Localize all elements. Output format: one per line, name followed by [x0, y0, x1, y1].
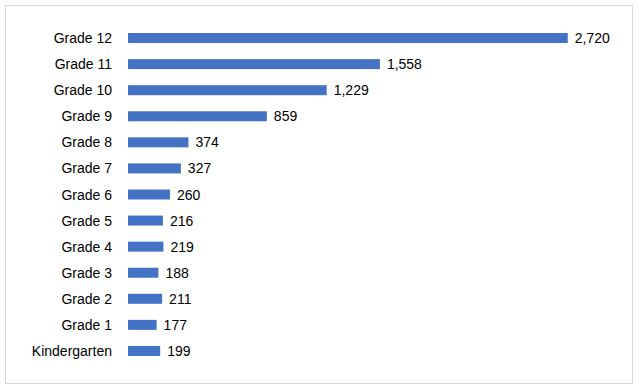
- category-label: Grade 9: [61, 108, 112, 124]
- data-label: 211: [169, 291, 192, 307]
- labels: Grade 12 2,720 Grade 11 1,558 Grade 10 1,229 G…: [32, 30, 610, 359]
- data-label: 219: [170, 239, 194, 255]
- data-label: 1,229: [334, 82, 369, 98]
- category-label: Grade 2: [61, 291, 112, 307]
- bar: [128, 33, 568, 43]
- chart: Grade 12 2,720 Grade 11 1,558 Grade 10 1,229 G…: [0, 0, 640, 390]
- category-label: Grade 3: [61, 265, 112, 281]
- bar: [128, 111, 267, 121]
- bar: [128, 294, 162, 304]
- data-label: 216: [170, 213, 194, 229]
- bar: [128, 216, 163, 226]
- bar: [128, 242, 163, 252]
- bar: [128, 59, 380, 69]
- data-label: 177: [164, 317, 188, 333]
- category-label: Grade 6: [61, 187, 112, 203]
- category-label: Grade 12: [54, 30, 113, 46]
- bar: [128, 320, 157, 330]
- data-label: 859: [274, 108, 298, 124]
- bar: [128, 190, 170, 200]
- data-label: 260: [177, 187, 201, 203]
- category-label: Kindergarten: [32, 343, 112, 359]
- bar: [128, 268, 158, 278]
- data-label: 199: [167, 343, 191, 359]
- category-label: Grade 8: [61, 134, 112, 150]
- data-label: 2,720: [575, 30, 610, 46]
- category-label: Grade 1: [61, 317, 112, 333]
- category-label: Grade 11: [55, 56, 113, 72]
- data-label: 188: [165, 265, 189, 281]
- bars: [128, 33, 568, 356]
- data-label: 327: [188, 160, 212, 176]
- category-label: Grade 4: [61, 239, 112, 255]
- bar: [128, 85, 327, 95]
- data-label: 1,558: [387, 56, 422, 72]
- bar: [128, 163, 181, 173]
- category-label: Grade 10: [54, 82, 113, 98]
- category-label: Grade 7: [61, 160, 112, 176]
- bar: [128, 137, 188, 147]
- bar: [128, 346, 160, 356]
- chart-frame: [6, 6, 633, 384]
- data-label: 374: [195, 134, 219, 150]
- category-label: Grade 5: [61, 213, 112, 229]
